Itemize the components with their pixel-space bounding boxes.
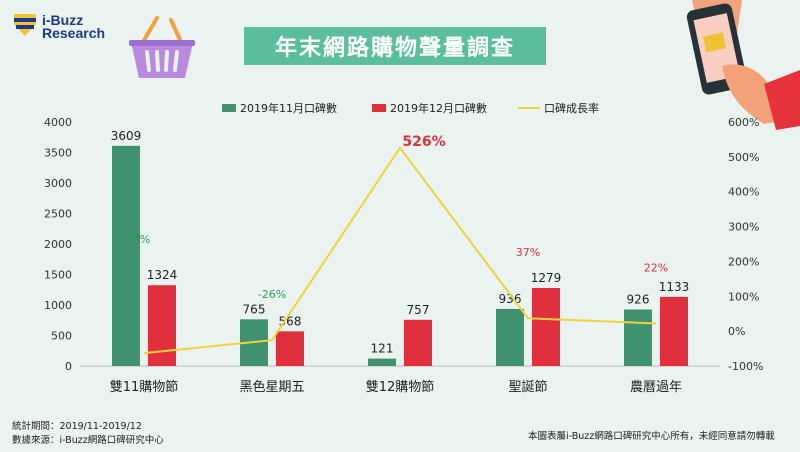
bar-nov-value-label: 121 xyxy=(371,342,394,356)
bar-dec-value-label: 1324 xyxy=(147,268,178,282)
growth-rate-label: -63% xyxy=(122,233,150,246)
legend-label-growth: 口碑成長率 xyxy=(544,102,599,115)
bar-nov-value-label: 926 xyxy=(627,293,650,307)
y-left-tick-label: 3000 xyxy=(44,177,72,190)
y-left-tick-label: 4000 xyxy=(44,116,72,129)
bar-dec-value-label: 1279 xyxy=(531,271,562,285)
category-label: 聖誕節 xyxy=(508,380,547,395)
bar-dec xyxy=(660,296,688,366)
growth-line xyxy=(143,146,657,355)
bar-dec xyxy=(276,331,304,366)
category-label: 黑色星期五 xyxy=(239,379,304,395)
footer-period: 統計期間：2019/11-2019/12 xyxy=(12,421,142,432)
y-right-tick-label: 0% xyxy=(728,325,745,338)
legend-item-growth: 口碑成長率 xyxy=(518,100,599,116)
bar-nov xyxy=(496,308,524,366)
bar-dec xyxy=(532,287,560,366)
brand-line2: Research xyxy=(42,25,106,41)
y-left-tick-label: 0 xyxy=(65,360,72,373)
y-right-tick-label: 300% xyxy=(728,221,759,234)
category-label: 雙11購物節 xyxy=(110,380,179,395)
bar-dec-value-label: 568 xyxy=(279,314,302,328)
footer-source: 數據來源：i-Buzz網路口碑研究中心 xyxy=(12,435,164,446)
y-right-tick-label: 600% xyxy=(728,116,759,129)
y-right-tick-label: -100% xyxy=(728,360,763,373)
y-right-tick-label: 500% xyxy=(728,151,759,164)
growth-rate-label: 526% xyxy=(402,134,445,150)
shopping-basket-icon xyxy=(129,16,195,78)
footer-copyright: 本圖表屬i-Buzz網路口碑研究中心所有，未經同意請勿轉載 xyxy=(528,431,775,442)
legend-swatch-dec xyxy=(372,104,386,112)
y-left-tick-label: 3500 xyxy=(44,147,72,160)
legend-label-nov: 2019年11月口碑數 xyxy=(240,102,337,115)
legend-label-dec: 2019年12月口碑數 xyxy=(390,102,487,115)
bar-nov-value-label: 3609 xyxy=(111,129,142,143)
growth-rate-label: 37% xyxy=(516,246,540,259)
legend-item-nov: 2019年11月口碑數 xyxy=(222,100,337,116)
legend-swatch-growth xyxy=(518,107,540,109)
y-right-tick-label: 100% xyxy=(728,290,759,303)
bar-nov xyxy=(112,145,140,366)
bar-nov xyxy=(624,309,652,366)
y-left-tick-label: 500 xyxy=(51,330,72,343)
category-label: 農曆過年 xyxy=(630,380,682,395)
growth-rate-label: 22% xyxy=(644,261,668,274)
category-label: 雙12購物節 xyxy=(366,380,435,395)
brand-line1: i-Buzz xyxy=(42,12,84,28)
legend-swatch-nov xyxy=(222,104,236,112)
page-title: 年末網路購物聲量調查 xyxy=(244,27,546,65)
bar-dec xyxy=(148,285,176,366)
chart-legend: 2019年11月口碑數 2019年12月口碑數 口碑成長率 xyxy=(0,100,800,116)
bar-nov-value-label: 765 xyxy=(243,302,266,316)
bar-nov xyxy=(368,358,396,366)
brand-logo: i-Buzz Research xyxy=(12,8,132,42)
bar-dec-value-label: 757 xyxy=(407,303,430,317)
bar-dec-value-label: 1133 xyxy=(659,280,690,294)
y-left-tick-label: 1500 xyxy=(44,269,72,282)
y-right-tick-label: 400% xyxy=(728,186,759,199)
legend-item-dec: 2019年12月口碑數 xyxy=(372,100,487,116)
bar-dec xyxy=(404,319,432,366)
logo-mark-icon xyxy=(14,14,36,36)
y-left-tick-label: 2500 xyxy=(44,208,72,221)
y-left-tick-label: 1000 xyxy=(44,299,72,312)
growth-rate-label: -26% xyxy=(258,288,286,301)
phone-hand-icon xyxy=(686,0,800,130)
y-right-tick-label: 200% xyxy=(728,255,759,268)
brand-name: i-Buzz Research xyxy=(42,12,106,41)
y-left-tick-label: 2000 xyxy=(44,238,72,251)
